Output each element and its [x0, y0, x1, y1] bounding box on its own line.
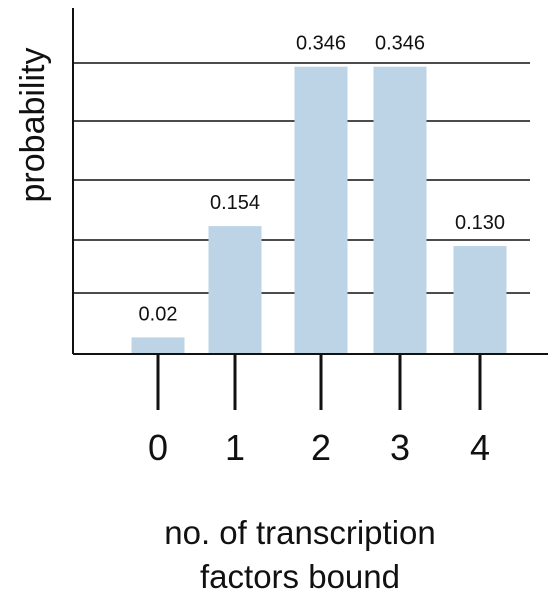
x-tick-label: 4 [470, 427, 490, 468]
bar [453, 246, 507, 354]
y-axis-label: probability [14, 48, 52, 203]
bar [208, 226, 262, 354]
bar [131, 337, 185, 354]
x-tick-label: 3 [390, 427, 410, 468]
data-label: 0.130 [455, 212, 505, 234]
x-axis-label-line-2: factors bound [200, 558, 400, 594]
x-tick-label: 2 [311, 427, 331, 468]
data-labels: 0.02 0.154 0.346 0.346 0.130 [139, 33, 506, 326]
x-tick-label: 0 [148, 427, 168, 468]
x-tick-label: 1 [225, 427, 245, 468]
bar [373, 66, 427, 354]
x-tick-labels: 0 1 2 3 4 [148, 427, 490, 468]
data-label: 0.154 [210, 192, 260, 214]
x-axis-label-line-1: no. of transcription [164, 514, 435, 551]
data-label: 0.346 [375, 33, 425, 55]
data-label: 0.346 [296, 33, 346, 55]
bars [131, 66, 507, 354]
x-tick-marks [156, 354, 482, 410]
bar [294, 66, 348, 354]
data-label: 0.02 [139, 303, 178, 325]
